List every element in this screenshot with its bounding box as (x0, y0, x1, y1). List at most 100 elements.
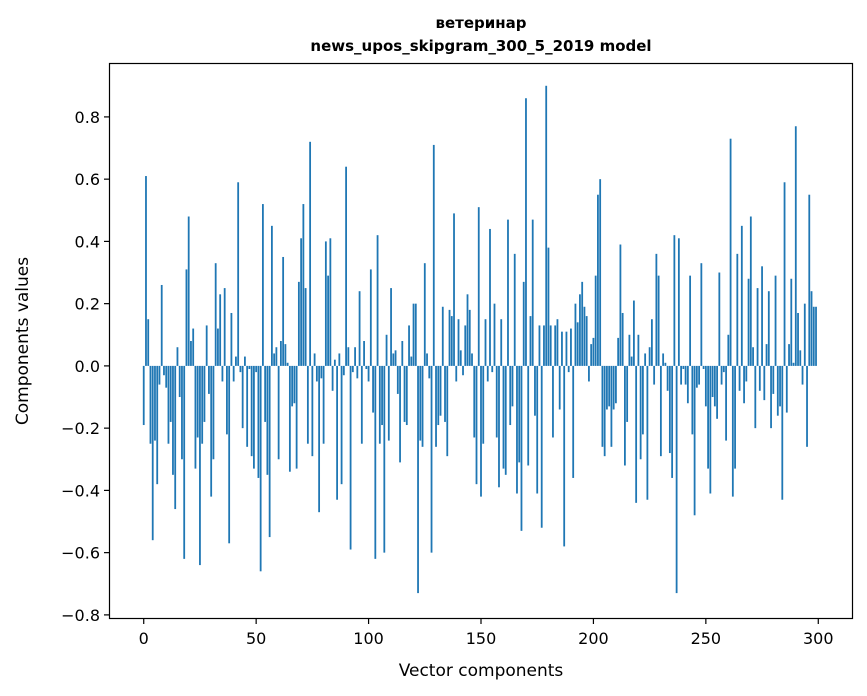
bar-16 (178, 365, 181, 398)
plot-frame (108, 62, 854, 620)
bar-238 (677, 238, 680, 366)
bar-196 (583, 306, 586, 366)
bar-159 (500, 319, 503, 366)
bar-275 (761, 266, 763, 366)
bar-187 (563, 365, 566, 547)
bar-168 (520, 365, 523, 531)
bar-152 (484, 319, 487, 366)
bar-290 (794, 126, 797, 366)
bar-178 (543, 325, 545, 366)
bar-91 (347, 347, 350, 366)
bar-133 (441, 306, 444, 366)
bar-184 (556, 319, 559, 366)
bar-198 (588, 365, 590, 382)
bar-143 (464, 325, 467, 366)
bar-183 (554, 325, 557, 366)
bar-194 (579, 294, 581, 366)
bar-40 (232, 365, 235, 382)
bar-107 (383, 365, 386, 553)
bar-41 (235, 356, 237, 366)
bar-205 (603, 365, 606, 457)
bar-287 (788, 344, 790, 366)
bar-38 (228, 365, 231, 544)
bar-181 (549, 325, 552, 366)
bar-179 (545, 85, 548, 366)
bar-182 (552, 365, 554, 438)
bar-23 (194, 365, 197, 469)
bar-3 (149, 365, 152, 444)
bar-126 (426, 353, 428, 366)
bar-293 (801, 365, 804, 385)
bar-series (142, 85, 817, 594)
bar-61 (279, 341, 282, 366)
bar-232 (664, 362, 667, 366)
bar-106 (381, 365, 383, 426)
bar-257 (720, 365, 723, 385)
bar-266 (740, 225, 743, 366)
chart-title-line2: news_upos_skipgram_300_5_2019 model (310, 37, 651, 55)
bar-169 (522, 281, 525, 366)
bar-54 (264, 365, 267, 422)
bar-89 (342, 365, 345, 376)
y-tick-label: −0.6 (61, 544, 100, 563)
bar-18 (183, 365, 186, 559)
bar-102 (372, 365, 374, 413)
bar-298 (812, 306, 815, 366)
bar-32 (214, 263, 217, 366)
bar-145 (468, 309, 471, 366)
bar-1 (145, 176, 147, 366)
bar-208 (610, 365, 613, 447)
bar-0 (142, 365, 145, 426)
bar-19 (185, 269, 188, 366)
bar-70 (300, 238, 303, 366)
bar-265 (738, 365, 741, 391)
bar-108 (385, 334, 388, 366)
bar-21 (190, 341, 192, 366)
bar-155 (491, 365, 494, 373)
bar-96 (358, 291, 361, 366)
bar-6 (156, 365, 159, 485)
bar-214 (624, 365, 626, 466)
bar-164 (511, 365, 514, 407)
bar-144 (466, 294, 469, 366)
bar-156 (493, 303, 496, 366)
bar-45 (244, 356, 246, 366)
bar-55 (266, 365, 269, 475)
bar-128 (430, 365, 433, 553)
bar-121 (414, 303, 417, 366)
y-tick-label: 0.4 (75, 232, 100, 251)
bar-101 (369, 269, 372, 366)
bar-116 (403, 365, 406, 422)
bar-98 (363, 341, 365, 366)
bar-246 (695, 365, 698, 388)
bar-60 (277, 365, 280, 460)
y-tick-label: −0.8 (61, 606, 100, 625)
bar-125 (423, 263, 426, 366)
bar-29 (208, 365, 210, 394)
bar-151 (482, 365, 485, 444)
bar-284 (781, 365, 784, 500)
bar-269 (747, 278, 750, 366)
bar-279 (770, 365, 772, 429)
bar-277 (765, 344, 768, 366)
bar-31 (212, 365, 215, 460)
bar-119 (410, 356, 413, 366)
bar-165 (513, 253, 516, 366)
bar-216 (628, 334, 631, 366)
bar-172 (529, 316, 532, 366)
bar-42 (237, 182, 240, 366)
bar-11 (167, 365, 170, 444)
bar-7 (158, 365, 161, 385)
bar-51 (257, 365, 260, 478)
bar-153 (486, 365, 489, 382)
bar-26 (201, 365, 204, 444)
bar-136 (448, 309, 451, 366)
bar-109 (387, 365, 390, 441)
bar-209 (612, 365, 615, 410)
x-axis-label: Vector components (399, 661, 564, 681)
bar-248 (700, 263, 703, 366)
bar-262 (731, 365, 734, 497)
bar-289 (792, 362, 795, 366)
bar-157 (495, 365, 498, 438)
bar-99 (365, 365, 368, 370)
